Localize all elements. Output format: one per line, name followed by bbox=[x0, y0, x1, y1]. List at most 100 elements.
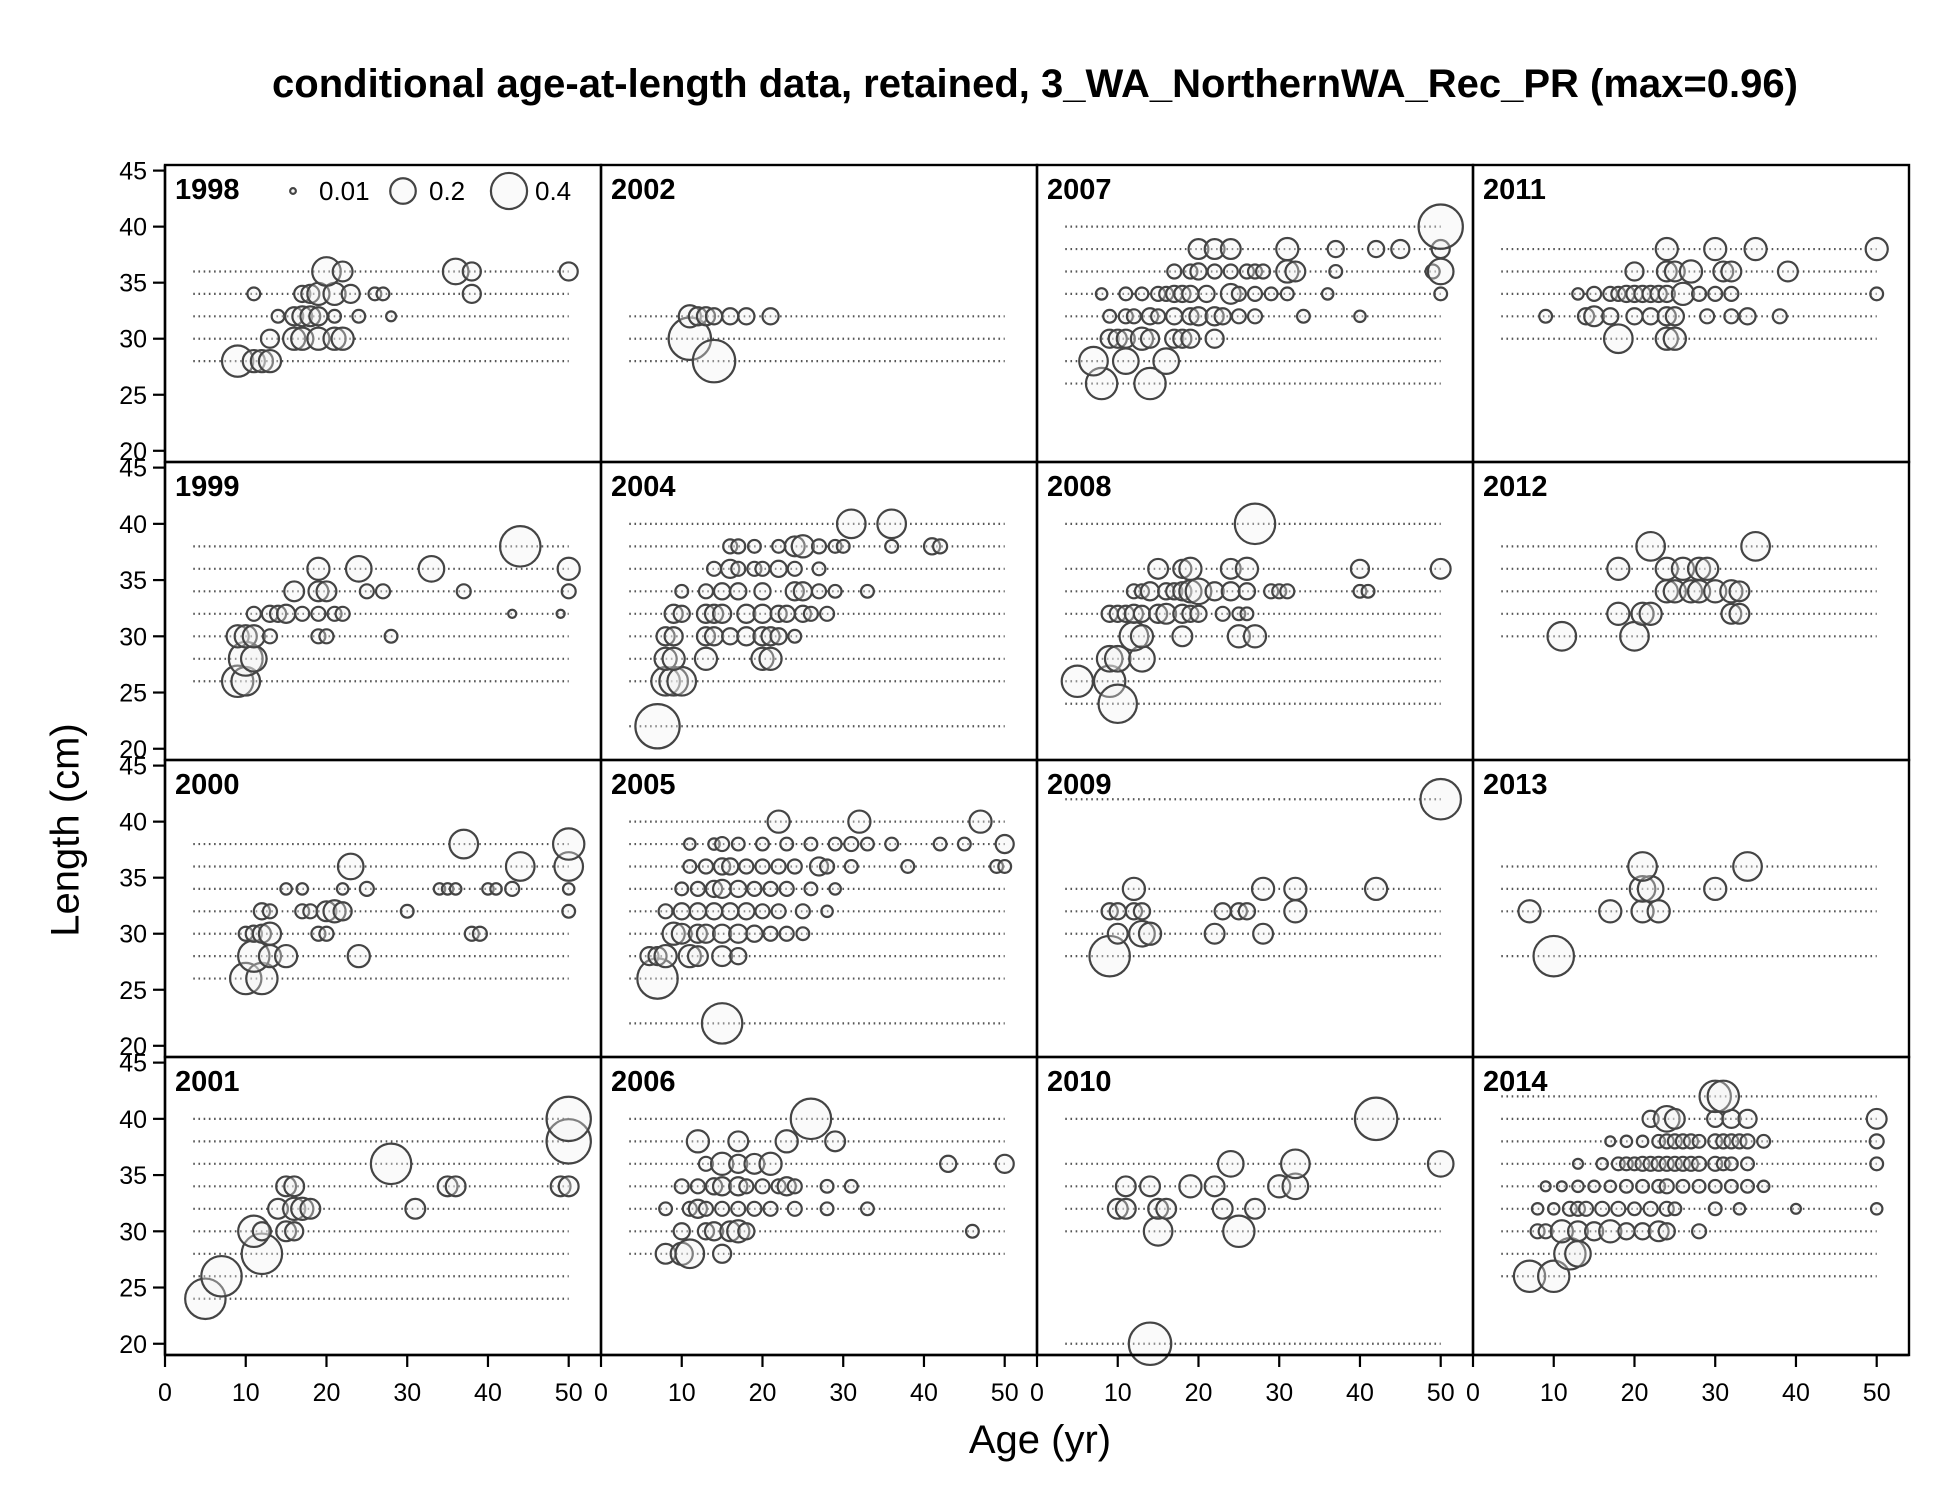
bubble bbox=[827, 583, 843, 599]
bubble bbox=[1619, 620, 1650, 652]
bubble bbox=[549, 1175, 572, 1198]
bubble bbox=[1740, 1156, 1756, 1172]
bubble bbox=[810, 538, 828, 555]
bubble bbox=[653, 646, 678, 671]
bubble bbox=[1204, 328, 1225, 349]
bubble bbox=[1078, 345, 1109, 377]
bubble bbox=[704, 307, 724, 326]
bubble bbox=[737, 902, 756, 921]
x-tick-label: 50 bbox=[555, 1379, 583, 1407]
bubble bbox=[1723, 1156, 1739, 1172]
bubble bbox=[824, 1130, 847, 1153]
bubble bbox=[843, 858, 859, 874]
bubble bbox=[705, 560, 723, 577]
bubble bbox=[658, 1201, 674, 1217]
bubble bbox=[267, 1197, 290, 1220]
bubble bbox=[220, 664, 255, 699]
bubble bbox=[331, 260, 354, 283]
bubble bbox=[746, 538, 762, 554]
bubble bbox=[1686, 556, 1712, 581]
y-tick-label: 20 bbox=[119, 736, 147, 764]
bubble bbox=[1115, 328, 1136, 349]
bubble bbox=[1139, 328, 1161, 349]
bubble bbox=[385, 310, 398, 323]
bubble bbox=[1610, 1200, 1627, 1217]
panel-1998: 1998 bbox=[163, 163, 603, 464]
bubble bbox=[1635, 1178, 1651, 1194]
bubble bbox=[737, 1222, 756, 1241]
bubble bbox=[1250, 876, 1276, 902]
legend-label: 0.01 bbox=[319, 176, 370, 206]
x-tick-label: 10 bbox=[232, 1379, 260, 1407]
bubble bbox=[792, 581, 813, 602]
bubble bbox=[1137, 921, 1163, 946]
bubble bbox=[504, 851, 536, 882]
legend: 0.01 0.2 0.4 bbox=[289, 171, 571, 211]
y-axis-label: Length (cm) bbox=[43, 723, 88, 937]
bubble bbox=[1189, 262, 1208, 281]
bubble bbox=[1712, 260, 1735, 283]
y-tick-label: 35 bbox=[119, 567, 147, 595]
bubble bbox=[682, 837, 697, 851]
legend-bubble bbox=[289, 187, 297, 195]
bubble bbox=[1566, 1220, 1589, 1243]
x-tick-label: 50 bbox=[1427, 1379, 1455, 1407]
bubble bbox=[334, 605, 351, 622]
bubble bbox=[1606, 556, 1631, 581]
panel-year-label: 2007 bbox=[1047, 174, 1112, 206]
panel-year-label: 2012 bbox=[1483, 471, 1548, 503]
bubble bbox=[1536, 1259, 1571, 1294]
bubble bbox=[1646, 899, 1671, 924]
x-tick-label: 0 bbox=[158, 1379, 172, 1407]
bubble bbox=[404, 1197, 427, 1220]
bubble bbox=[843, 835, 860, 853]
y-tick-label: 25 bbox=[119, 1275, 147, 1303]
x-tick-label: 20 bbox=[313, 1379, 341, 1407]
panel-2002: 2002 bbox=[599, 163, 1039, 464]
bubble bbox=[471, 925, 488, 942]
bubble bbox=[351, 308, 367, 324]
bubble bbox=[1571, 1179, 1585, 1194]
bubble bbox=[1576, 307, 1596, 326]
bubble bbox=[273, 943, 299, 969]
y-tick-label: 40 bbox=[119, 809, 147, 837]
bubble bbox=[1237, 902, 1257, 921]
bubble bbox=[803, 836, 819, 852]
bubble bbox=[695, 923, 717, 944]
bubble bbox=[737, 307, 756, 326]
bubble bbox=[1108, 902, 1127, 921]
bubble bbox=[819, 1201, 835, 1217]
bubble bbox=[790, 534, 816, 559]
bubble bbox=[932, 836, 948, 852]
bubble bbox=[783, 535, 806, 558]
bubble bbox=[318, 925, 335, 942]
bubble bbox=[1184, 577, 1213, 606]
bubble bbox=[441, 257, 470, 286]
bubble bbox=[762, 880, 779, 897]
bubble bbox=[1723, 1178, 1739, 1194]
y-tick-label: 30 bbox=[119, 1218, 147, 1246]
bubble bbox=[308, 306, 329, 327]
bubble bbox=[1166, 263, 1183, 280]
bubble bbox=[859, 836, 875, 852]
bubble bbox=[689, 1178, 706, 1195]
bubble bbox=[711, 1176, 733, 1197]
bubble bbox=[1155, 1197, 1178, 1220]
bubble bbox=[1720, 602, 1743, 625]
bubble bbox=[746, 1200, 763, 1217]
bubble bbox=[1132, 604, 1152, 623]
bubble bbox=[1624, 261, 1645, 282]
y-tick-label: 40 bbox=[119, 1106, 147, 1134]
bubble bbox=[1132, 902, 1152, 921]
bubble bbox=[1142, 1215, 1174, 1247]
bubble bbox=[1546, 1201, 1561, 1216]
x-tick-label: 40 bbox=[1346, 1379, 1374, 1407]
bubble bbox=[1564, 1239, 1592, 1268]
legend-label: 0.2 bbox=[429, 176, 465, 206]
bubble bbox=[239, 644, 268, 673]
panel-year-label: 2013 bbox=[1483, 769, 1548, 801]
bubble bbox=[738, 858, 755, 875]
bubble bbox=[835, 508, 867, 540]
bubble bbox=[1530, 1201, 1545, 1216]
